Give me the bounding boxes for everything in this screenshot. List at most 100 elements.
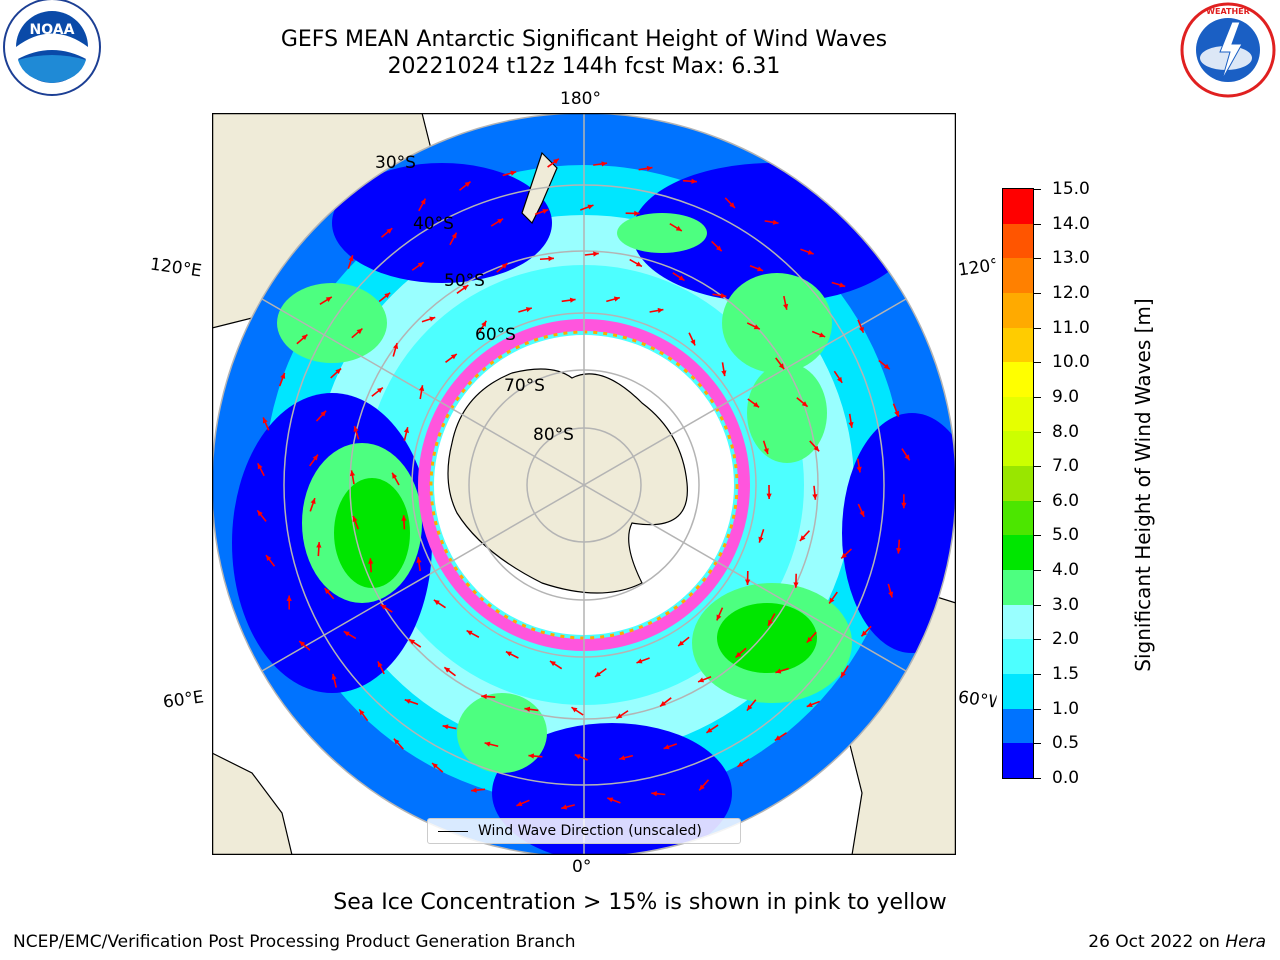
wind-arrow-head — [286, 595, 292, 601]
wind-arrow-head — [775, 668, 782, 674]
chart-subtitle: 20221024 t12z 144h fcst Max: 6.31 — [387, 54, 781, 79]
wind-arrow-head — [698, 677, 705, 683]
wind-arrow-head — [552, 158, 559, 165]
colorbar-tick — [1033, 431, 1041, 433]
antarctica-land — [447, 368, 688, 594]
colorbar-tick — [1033, 327, 1041, 329]
wind-arrow-head — [729, 202, 735, 208]
wind-arrow-head — [392, 472, 398, 479]
wind-arrow-head — [799, 535, 806, 541]
colorbar-tick-label: 2.0 — [1052, 629, 1080, 650]
wind-arrow-head — [353, 425, 359, 432]
lat-label-50s: 50°S — [444, 271, 485, 291]
wind-arrow-head — [356, 328, 363, 335]
wind-arrow-head — [324, 588, 331, 594]
graticule — [212, 113, 956, 855]
wind-arrow-head — [368, 558, 374, 564]
colorbar-tick-label: 14.0 — [1052, 213, 1090, 234]
lat-label-70s: 70°S — [504, 376, 545, 396]
wind-arrow-head — [409, 639, 416, 645]
wind-arrow-head — [593, 251, 599, 257]
wind-arrow-head — [384, 292, 391, 299]
lat-label-30s: 30°S — [375, 153, 416, 173]
wind-arrow-head — [806, 636, 813, 643]
colorbar-title: Significant Height of Wind Waves [m] — [1131, 298, 1155, 672]
wind-arrow-head — [663, 744, 670, 750]
colorbar-segment — [1003, 431, 1033, 467]
colorbar-tick — [1033, 708, 1041, 710]
wind-arrow-head — [783, 303, 789, 310]
lon-label-60e: 60°E — [161, 687, 206, 713]
wind-arrow-head — [699, 784, 705, 791]
wind-arrow-head — [721, 370, 727, 377]
wind-arrow-head — [377, 387, 383, 393]
wind-arrow-head — [753, 324, 760, 330]
wind-arrow-head — [678, 275, 685, 281]
wind-arrow-head — [462, 285, 469, 291]
wind-arrow-head — [594, 671, 601, 677]
nws-logo: WEATHER — [1180, 2, 1276, 98]
lon-label-120w: 120°W — [956, 255, 998, 281]
colorbar-segment — [1003, 535, 1033, 571]
wind-arrow-head — [280, 372, 286, 379]
wind-arrow-head — [404, 698, 411, 704]
svg-text:NOAA: NOAA — [30, 22, 75, 38]
colorbar-segment — [1003, 396, 1033, 432]
wind-arrow-head — [778, 363, 785, 370]
wind-arrow-head — [316, 542, 322, 548]
wind-arrow-head — [401, 515, 407, 521]
wind-arrow-head — [636, 658, 643, 664]
svg-text:WEATHER: WEATHER — [1206, 7, 1250, 16]
colorbar-tick — [1033, 396, 1041, 398]
lon-label-120e: 120°E — [148, 254, 203, 282]
wind-arrow-head — [856, 466, 862, 473]
wind-arrow-head — [320, 410, 327, 417]
wind-arrow-head — [484, 741, 491, 747]
wind-arrow-head — [720, 292, 727, 299]
wind-arrow-head — [510, 170, 517, 176]
chart-title: GEFS MEAN Antarctic Significant Height o… — [280, 27, 888, 52]
wind-arrow-head — [746, 704, 753, 711]
wind-arrow-head — [451, 232, 457, 239]
wind-arrow-head — [793, 582, 799, 588]
colorbar-tick-label: 9.0 — [1052, 386, 1080, 407]
legend-label: Wind Wave Direction (unscaled) — [478, 823, 702, 839]
colorbar-tick — [1033, 500, 1041, 502]
lon-label-180: 180° — [560, 89, 601, 109]
wind-arrow-head — [542, 208, 549, 214]
lat-label-60s: 60°S — [475, 325, 516, 345]
colorbar-tick — [1033, 604, 1041, 606]
lon-label-60w: 60°W — [956, 687, 998, 713]
noaa-logo: NOAA — [3, 0, 101, 96]
wind-arrow-head — [571, 707, 578, 713]
colorbar-segment — [1003, 639, 1033, 674]
wind-arrow-head — [419, 385, 425, 391]
colorbar-tick-label: 1.0 — [1052, 698, 1080, 719]
wind-arrow-head — [616, 713, 623, 719]
wind-arrow-head — [432, 763, 438, 769]
colorbar-segment — [1003, 327, 1033, 363]
wind-arrow-head — [829, 597, 835, 604]
wind-arrow-head — [587, 204, 594, 210]
wind-arrow-head — [646, 165, 653, 171]
wind-arrow-head — [766, 493, 772, 499]
wind-arrow-head — [417, 262, 424, 268]
wind-arrow-head — [901, 502, 907, 509]
wind-arrow-head — [613, 296, 620, 302]
high-wave-patch — [334, 478, 410, 588]
colorbar-tick — [1033, 189, 1041, 190]
wind-arrow-head — [737, 761, 744, 767]
colorbar-tick — [1033, 570, 1041, 572]
colorbar-tick — [1033, 466, 1041, 468]
wind-arrow-head — [442, 724, 449, 730]
wind-arrow-head — [343, 631, 350, 637]
wind-arrow-head — [466, 630, 473, 636]
map-legend: Wind Wave Direction (unscaled) — [427, 818, 741, 844]
high-wave-patch — [617, 213, 707, 253]
map-frame — [212, 113, 956, 855]
wind-arrow-head — [848, 422, 854, 428]
colorbar-segment — [1003, 743, 1033, 778]
colorbar-segment — [1003, 466, 1033, 501]
wind-arrow-head — [501, 263, 508, 269]
wind-arrow-head — [528, 753, 535, 759]
